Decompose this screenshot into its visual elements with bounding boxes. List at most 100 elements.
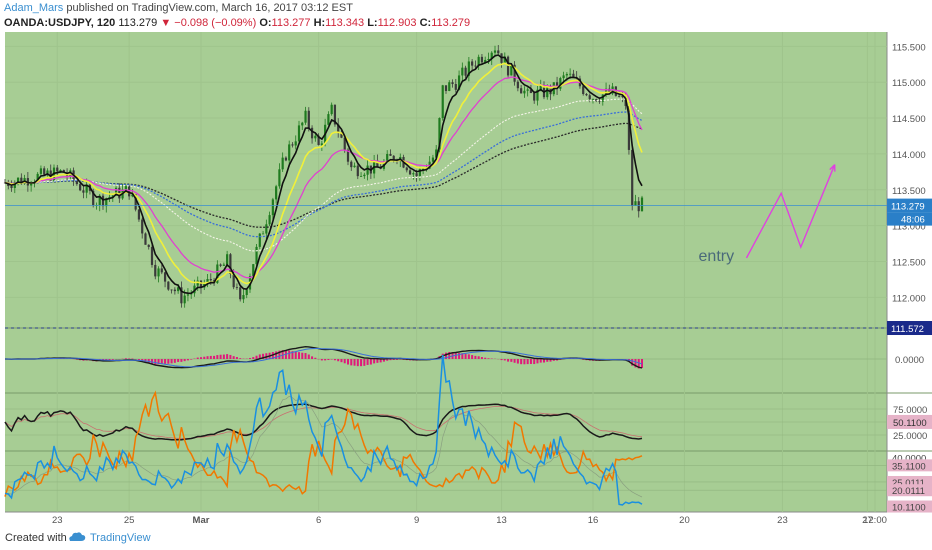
candle xyxy=(124,185,127,190)
chart-area[interactable]: 115.500 115.000 114.500 114.000 113.500 113.0… xyxy=(0,32,932,526)
stoch-tick-label: 50.1100 xyxy=(893,418,927,429)
stoch-tick-label: 75.0000 xyxy=(893,405,927,416)
author-link[interactable]: Adam_Mars xyxy=(4,2,64,14)
macd-bar xyxy=(203,356,206,359)
candle xyxy=(588,95,591,100)
macd-bar xyxy=(471,355,474,359)
di-plus-line xyxy=(4,354,643,506)
candle xyxy=(180,287,183,304)
candle xyxy=(134,194,137,210)
candle xyxy=(631,149,634,206)
candle xyxy=(301,122,304,126)
candle xyxy=(170,289,173,291)
candle xyxy=(271,199,274,216)
macd-bar xyxy=(320,359,323,361)
macd-bar xyxy=(389,359,392,361)
candle xyxy=(30,183,33,186)
change-value: −0.098 (−0.09%) xyxy=(174,17,257,29)
stoch-line xyxy=(4,403,643,441)
macd-bar xyxy=(298,352,300,359)
candle xyxy=(56,167,59,172)
macd-bar xyxy=(219,354,222,359)
candle xyxy=(474,65,477,67)
candle xyxy=(294,141,297,146)
ma-white-line xyxy=(4,98,643,252)
candle xyxy=(131,194,134,197)
macd-bar xyxy=(500,359,503,361)
candle xyxy=(350,161,353,168)
macd-bar xyxy=(458,353,461,359)
osc-tick-label: 10.1100 xyxy=(892,503,926,514)
candle xyxy=(281,157,284,170)
osc-tick-label: 20.0111 xyxy=(892,486,925,497)
candle xyxy=(572,73,575,78)
candle xyxy=(284,157,288,161)
macd-bar xyxy=(510,359,513,362)
candle xyxy=(454,84,457,90)
macd-bar xyxy=(464,354,467,359)
open-label: O: xyxy=(259,17,272,29)
candle xyxy=(144,233,147,245)
macd-bar xyxy=(281,350,284,359)
macd-bar xyxy=(186,359,189,361)
time-tick-label: 23 xyxy=(52,515,63,526)
candle xyxy=(229,254,232,274)
candle xyxy=(418,169,421,177)
candle xyxy=(36,173,39,183)
macd-bar xyxy=(363,359,366,366)
candle xyxy=(255,246,258,265)
macd-bar xyxy=(556,359,559,361)
macd-bar xyxy=(239,358,242,359)
candle xyxy=(85,184,88,193)
candle xyxy=(559,78,562,89)
candle xyxy=(297,125,301,142)
footer: Created with TradingView xyxy=(0,526,932,550)
candle xyxy=(353,165,356,168)
macd-bar xyxy=(445,352,447,359)
macd-bar xyxy=(258,354,261,359)
osc-value-badge xyxy=(887,459,932,472)
macd-bar xyxy=(543,359,545,363)
macd-bar xyxy=(373,359,376,364)
adx-line xyxy=(4,395,643,498)
macd-bar xyxy=(262,353,265,359)
macd-bar xyxy=(278,350,281,359)
macd-bar xyxy=(235,357,238,359)
candle xyxy=(39,168,43,174)
candle xyxy=(346,149,350,162)
candle xyxy=(448,82,451,91)
candle xyxy=(490,52,493,59)
macd-bar xyxy=(288,350,291,359)
candle xyxy=(366,165,369,175)
ma-black-line xyxy=(4,54,643,295)
arrow-head xyxy=(829,164,836,172)
time-tick-label: 16 xyxy=(588,515,599,526)
macd-bar xyxy=(124,358,127,359)
candle xyxy=(105,198,108,207)
candle xyxy=(265,224,268,234)
candle xyxy=(337,124,340,133)
osc-tick-label: 25.0111 xyxy=(892,478,925,489)
candle xyxy=(480,56,484,63)
candle xyxy=(92,190,95,206)
candle xyxy=(118,187,121,199)
macd-bar xyxy=(216,355,219,359)
macd-bar xyxy=(226,354,229,359)
time-axis-background xyxy=(0,512,887,526)
candle xyxy=(239,287,242,300)
candle xyxy=(216,264,219,283)
tradingview-link[interactable]: TradingView xyxy=(90,532,151,544)
macd-bar xyxy=(333,359,336,361)
macd-bar xyxy=(265,353,268,359)
last-price: 113.279 xyxy=(118,17,158,29)
macd-bar xyxy=(507,359,510,362)
candle xyxy=(245,289,248,296)
candle xyxy=(513,64,516,82)
macd-bar xyxy=(477,356,480,359)
macd-bar xyxy=(111,359,114,360)
candle xyxy=(226,254,229,265)
candle xyxy=(621,96,624,97)
macd-bar xyxy=(291,351,294,359)
candle xyxy=(637,201,640,212)
stoch-tick-label: 25.0000 xyxy=(893,431,927,442)
